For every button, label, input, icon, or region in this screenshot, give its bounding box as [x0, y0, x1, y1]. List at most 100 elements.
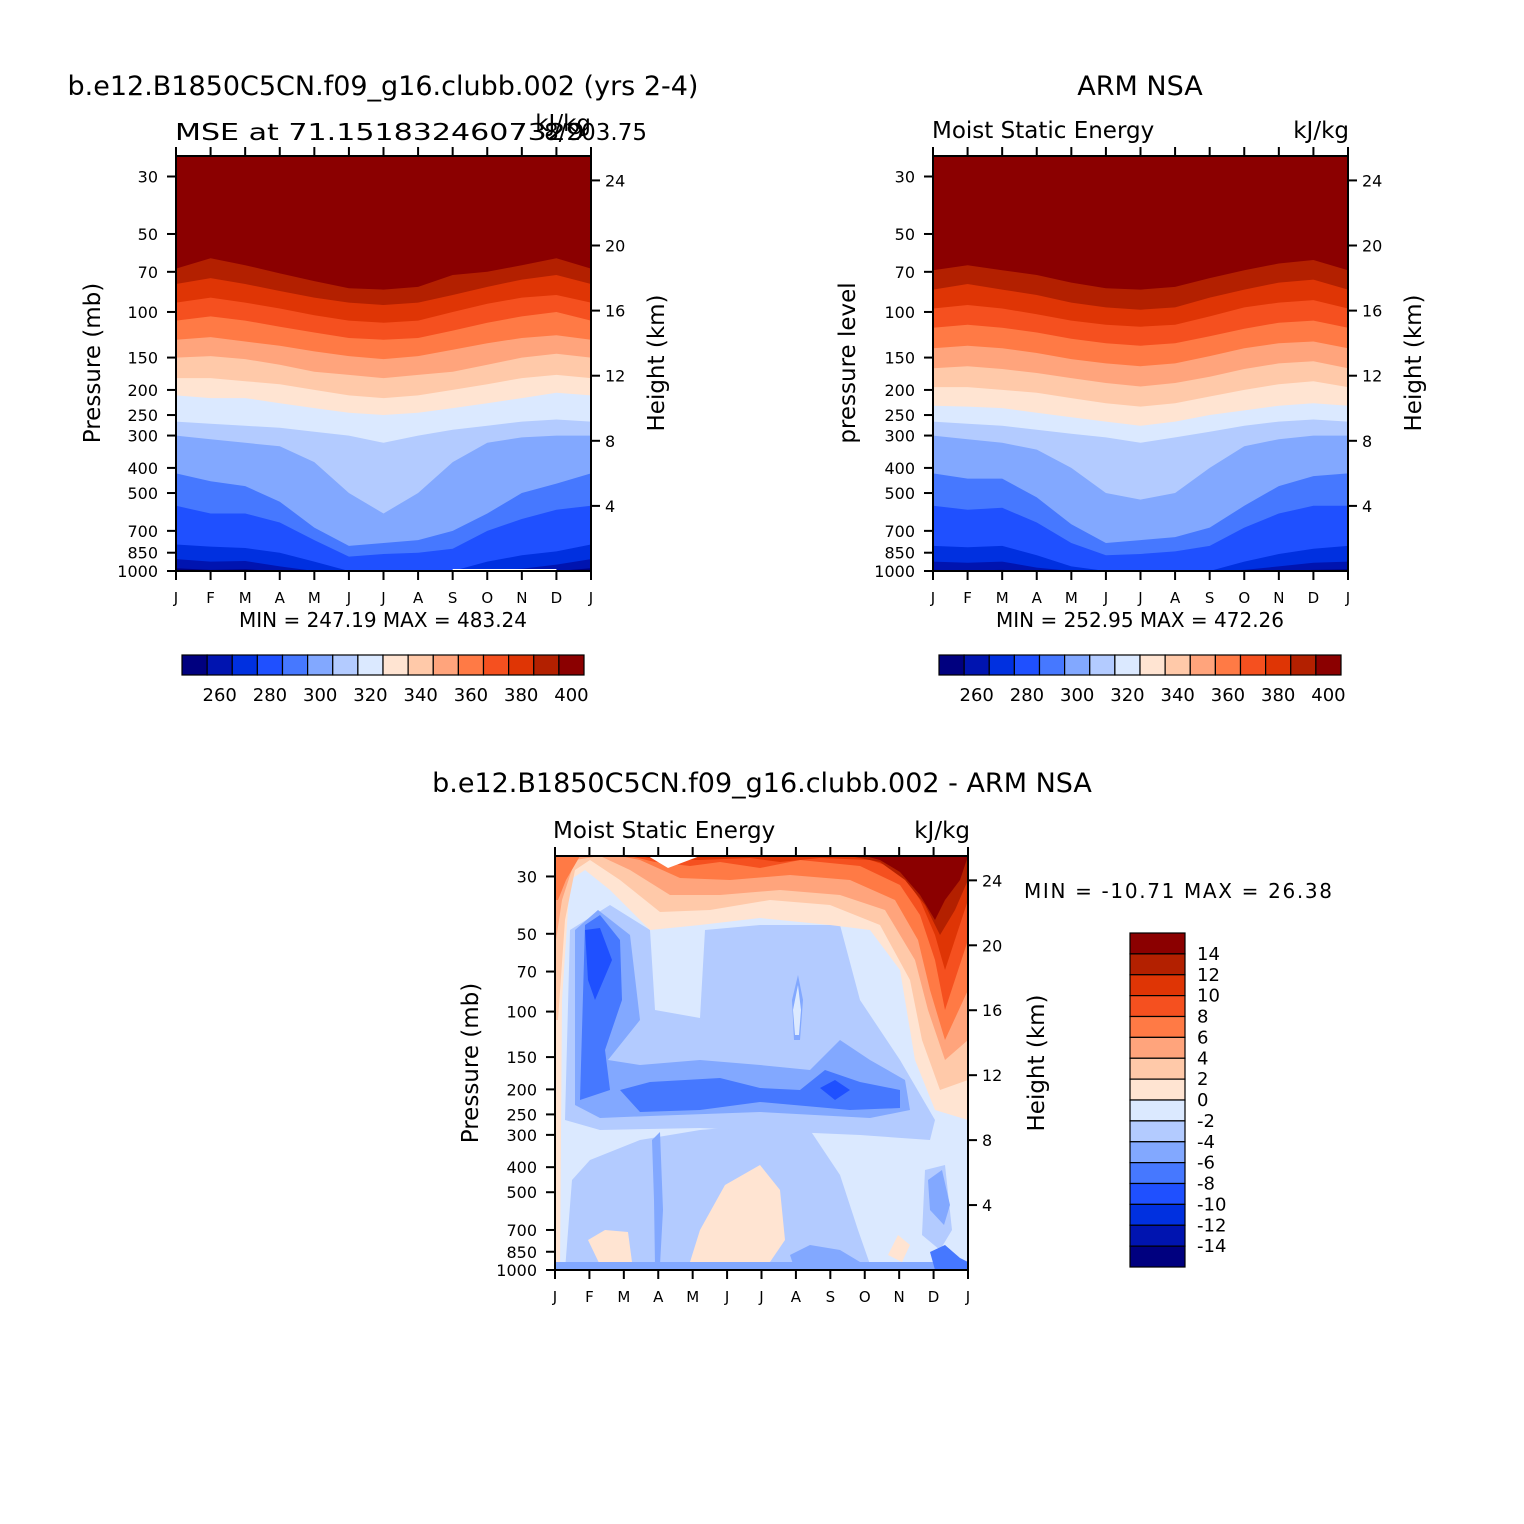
colorbar-swatch [281, 654, 309, 676]
y-tick-label: 100 [884, 303, 915, 322]
colorbar-swatch [357, 654, 384, 676]
y-tick-label: 50 [895, 225, 915, 244]
y-tick-label: 850 [127, 544, 158, 563]
x-tick-label: J [965, 1288, 970, 1306]
colorbar-swatch [1129, 953, 1186, 976]
x-tick-label: S [448, 589, 458, 607]
colorbar-swatch [1129, 1224, 1186, 1247]
colorbar-swatch [1129, 974, 1186, 997]
x-tick-label: D [551, 589, 563, 607]
colorbar-label: 12 [1197, 965, 1220, 986]
y-tick-label: 200 [884, 381, 915, 400]
colorbar-swatch [1189, 654, 1216, 676]
colorbar-label: 380 [1261, 685, 1295, 706]
right-tick-label: 20 [982, 936, 1002, 955]
colorbar-label: -12 [1197, 1215, 1226, 1236]
colorbar-swatch [1129, 1203, 1186, 1226]
diff-fill-top-darkred [865, 856, 968, 920]
right-tick-label: 12 [982, 1066, 1002, 1085]
panel-obs-title: ARM NSA [1077, 71, 1203, 102]
colorbar-swatch [533, 654, 560, 676]
panel-model-colorbar: 260 280 300 320 340 360 380 400 [181, 654, 589, 706]
diff-fill-top-peach2 [555, 856, 968, 1090]
colorbar-swatch [1129, 1162, 1186, 1185]
colorbar-label: 360 [1211, 685, 1245, 706]
colorbar-swatch [1139, 654, 1166, 676]
y-tick-label: 100 [127, 303, 158, 322]
x-tick-label: J [930, 589, 935, 607]
colorbar-swatch [231, 654, 258, 676]
panel-diff: b.e12.B1850C5CN.f09_g16.clubb.002 - ARM … [432, 768, 1332, 1306]
panel-obs-left-subtitle: Moist Static Energy [932, 118, 1154, 144]
colorbar-swatch [457, 654, 485, 676]
colorbar-label: 340 [1161, 685, 1195, 706]
colorbar-label: 2 [1197, 1069, 1208, 1090]
colorbar-label: 0 [1197, 1090, 1208, 1111]
colorbar-swatch [1114, 654, 1141, 676]
x-tick-label: O [859, 1288, 871, 1306]
contour-bands [933, 156, 1348, 571]
contour-bands [176, 156, 591, 571]
y-tick-label: 50 [138, 225, 158, 244]
colorbar-label: 14 [1197, 944, 1220, 965]
x-tick-label: F [585, 1288, 594, 1306]
x-tick-label: A [275, 589, 286, 607]
x-tick-label: M [239, 589, 252, 607]
x-tick-label: J [346, 589, 351, 607]
y-tick-label: 850 [884, 544, 915, 563]
colorbar-label: 320 [353, 685, 387, 706]
colorbar-label: 260 [960, 685, 994, 706]
colorbar-label: 280 [253, 685, 287, 706]
right-tick-label: 20 [1362, 237, 1382, 256]
x-tick-label: A [413, 589, 424, 607]
x-tick-label: M [308, 589, 321, 607]
y-tick-label: 200 [506, 1080, 537, 1099]
right-tick-label: 24 [982, 871, 1002, 890]
y-tick-label: 700 [127, 522, 158, 541]
right-tick-label: 12 [605, 367, 625, 386]
y-tick-label: 50 [517, 925, 537, 944]
colorbar-swatch [181, 654, 208, 676]
y-tick-label: 300 [884, 427, 915, 446]
y-tick-label: 400 [884, 459, 915, 478]
colorbar-label: 380 [504, 685, 538, 706]
right-tick-label: 4 [982, 1196, 992, 1215]
y-tick-label: 250 [127, 406, 158, 425]
colorbar-swatch [1129, 1057, 1186, 1080]
colorbar-swatch [1164, 654, 1191, 676]
right-tick-label: 8 [605, 432, 615, 451]
colorbar-label: -14 [1197, 1236, 1226, 1257]
panel-obs-stats: MIN = 252.95 MAX = 472.26 [996, 608, 1284, 632]
colorbar-label: 320 [1110, 685, 1144, 706]
colorbar-swatch [1239, 654, 1267, 676]
x-tick-label: F [963, 589, 972, 607]
diff-fill-mid-blue [575, 910, 910, 1118]
colorbar-swatch [1129, 1120, 1186, 1143]
y-tick-label: 70 [895, 263, 915, 282]
colorbar-swatch [1129, 1099, 1186, 1122]
colorbar-label: -2 [1197, 1111, 1215, 1132]
y-tick-label: 700 [506, 1221, 537, 1240]
colorbar-label: -8 [1197, 1174, 1215, 1195]
colorbar-swatch [1129, 1141, 1186, 1164]
right-tick-label: 16 [982, 1001, 1002, 1020]
colorbar-label: -4 [1197, 1132, 1215, 1153]
panel-model-right-subtitle: kJ/kg [535, 111, 591, 137]
y-tick-label: 70 [138, 263, 158, 282]
x-tick-label: J [758, 1288, 763, 1306]
x-tick-label: N [1273, 589, 1284, 607]
colorbar-swatch [1265, 654, 1292, 676]
x-tick-label: M [996, 589, 1009, 607]
colorbar-label: 6 [1197, 1027, 1208, 1048]
colorbar-label: -6 [1197, 1153, 1215, 1174]
colorbar-swatch [1129, 1015, 1186, 1038]
panel-diff-left-subtitle: Moist Static Energy [553, 818, 775, 844]
panel-model-left-subtitle: MSE at 71.1518324607329 [175, 120, 585, 146]
y-tick-label: 400 [127, 459, 158, 478]
right-tick-label: 16 [1362, 302, 1382, 321]
panel-model-title: b.e12.B1850C5CN.f09_g16.clubb.002 (yrs 2… [68, 71, 699, 102]
colorbar-swatch [1013, 654, 1041, 676]
colorbar-label: -10 [1197, 1194, 1226, 1215]
